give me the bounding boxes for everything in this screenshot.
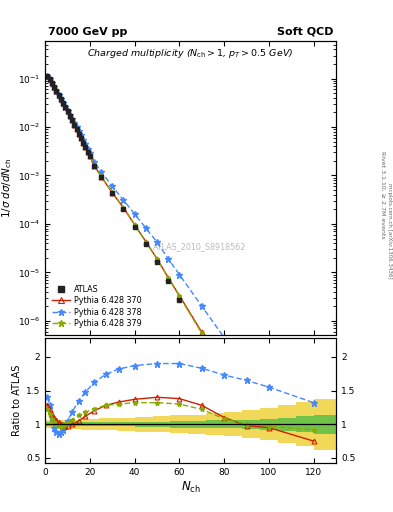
Text: Charged multiplicity ($N_{\rm ch}>1$, $p_T>0.5$ GeV): Charged multiplicity ($N_{\rm ch}>1$, $p… xyxy=(87,47,294,60)
Y-axis label: Ratio to ATLAS: Ratio to ATLAS xyxy=(12,365,22,436)
Text: Rivet 3.1.10, ≥ 2.7M events: Rivet 3.1.10, ≥ 2.7M events xyxy=(381,151,386,239)
Y-axis label: $1/\sigma\;d\sigma/dN_{\rm ch}$: $1/\sigma\;d\sigma/dN_{\rm ch}$ xyxy=(0,158,14,218)
Text: 7000 GeV pp: 7000 GeV pp xyxy=(48,27,127,36)
Legend: ATLAS, Pythia 6.428 370, Pythia 6.428 378, Pythia 6.428 379: ATLAS, Pythia 6.428 370, Pythia 6.428 37… xyxy=(49,282,145,331)
Text: Soft QCD: Soft QCD xyxy=(277,27,333,36)
Text: mcplots.cern.ch [arXiv:1306.3436]: mcplots.cern.ch [arXiv:1306.3436] xyxy=(387,183,391,278)
Text: ATLAS_2010_S8918562: ATLAS_2010_S8918562 xyxy=(152,243,246,251)
X-axis label: $N_{\rm ch}$: $N_{\rm ch}$ xyxy=(181,480,200,495)
